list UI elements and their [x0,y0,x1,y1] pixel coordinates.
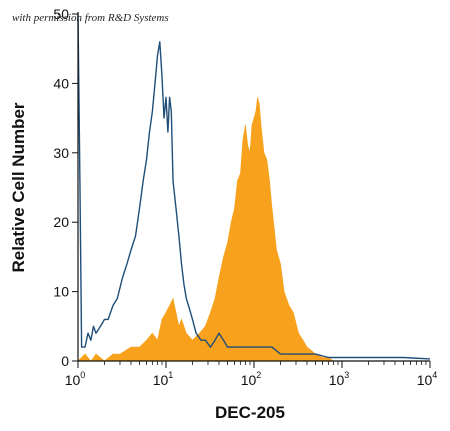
permission-note: with permission from R&D Systems [12,12,169,24]
y-tick-label: 40 [53,75,69,91]
series-outline-histogram [77,13,431,360]
y-tick-label: 30 [53,145,69,161]
axes: 0 10 20 30 40 50 100 101 102 103 104 [53,6,437,388]
plot-area [77,13,431,362]
y-tick-label: 50 [53,6,69,22]
series-filled-histogram [77,97,342,362]
x-axis-title: DEC-205 [215,403,285,422]
y-tick-label: 0 [61,353,69,369]
y-axis-title: Relative Cell Number [9,102,28,272]
x-tick-label: 101 [153,370,174,388]
y-tick-label: 20 [53,214,69,230]
x-tick-label: 100 [65,370,86,388]
y-tick-label: 10 [53,284,69,300]
x-tick-label: 102 [241,370,262,388]
x-tick-label: 104 [417,370,438,388]
x-tick-label: 103 [329,370,350,388]
